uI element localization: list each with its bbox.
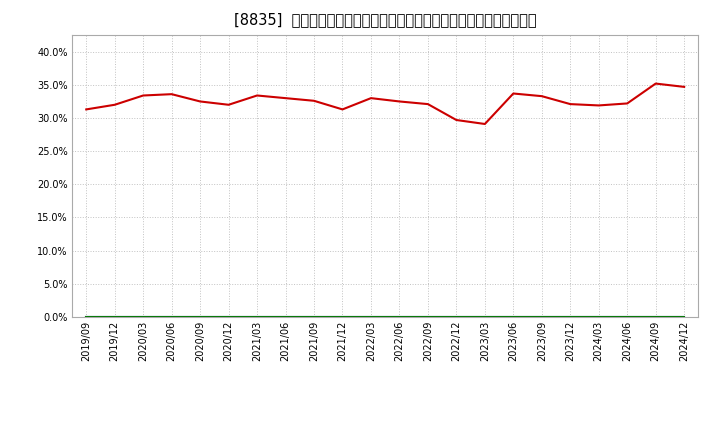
のれん bbox=[196, 314, 204, 319]
自己資本 bbox=[452, 117, 461, 123]
繰延税金資産 bbox=[310, 314, 318, 319]
のれん bbox=[623, 314, 631, 319]
自己資本 bbox=[253, 93, 261, 98]
繰延税金資産 bbox=[623, 314, 631, 319]
自己資本 bbox=[423, 102, 432, 107]
繰延税金資産 bbox=[680, 314, 688, 319]
のれん bbox=[595, 314, 603, 319]
繰延税金資産 bbox=[338, 314, 347, 319]
自己資本 bbox=[680, 84, 688, 89]
繰延税金資産 bbox=[282, 314, 290, 319]
繰延税金資産 bbox=[423, 314, 432, 319]
自己資本 bbox=[623, 101, 631, 106]
自己資本 bbox=[509, 91, 518, 96]
のれん bbox=[253, 314, 261, 319]
繰延税金資産 bbox=[225, 314, 233, 319]
自己資本 bbox=[338, 107, 347, 112]
のれん bbox=[338, 314, 347, 319]
自己資本 bbox=[196, 99, 204, 104]
自己資本 bbox=[652, 81, 660, 86]
のれん bbox=[509, 314, 518, 319]
のれん bbox=[423, 314, 432, 319]
自己資本 bbox=[395, 99, 404, 104]
繰延税金資産 bbox=[253, 314, 261, 319]
繰延税金資産 bbox=[167, 314, 176, 319]
Title: [8835]  自己資本、のれん、繰延税金資産の総資産に対する比率の推移: [8835] 自己資本、のれん、繰延税金資産の総資産に対する比率の推移 bbox=[234, 12, 536, 27]
繰延税金資産 bbox=[196, 314, 204, 319]
繰延税金資産 bbox=[537, 314, 546, 319]
のれん bbox=[310, 314, 318, 319]
のれん bbox=[366, 314, 375, 319]
自己資本 bbox=[595, 103, 603, 108]
繰延税金資産 bbox=[566, 314, 575, 319]
のれん bbox=[110, 314, 119, 319]
繰延税金資産 bbox=[110, 314, 119, 319]
のれん bbox=[537, 314, 546, 319]
自己資本 bbox=[225, 102, 233, 107]
自己資本 bbox=[310, 98, 318, 103]
のれん bbox=[139, 314, 148, 319]
のれん bbox=[282, 314, 290, 319]
繰延税金資産 bbox=[82, 314, 91, 319]
自己資本 bbox=[167, 92, 176, 97]
のれん bbox=[82, 314, 91, 319]
のれん bbox=[480, 314, 489, 319]
自己資本 bbox=[537, 94, 546, 99]
のれん bbox=[452, 314, 461, 319]
繰延税金資産 bbox=[480, 314, 489, 319]
繰延税金資産 bbox=[652, 314, 660, 319]
のれん bbox=[566, 314, 575, 319]
自己資本 bbox=[282, 95, 290, 101]
のれん bbox=[395, 314, 404, 319]
自己資本 bbox=[366, 95, 375, 101]
繰延税金資産 bbox=[452, 314, 461, 319]
のれん bbox=[225, 314, 233, 319]
自己資本 bbox=[566, 102, 575, 107]
自己資本 bbox=[139, 93, 148, 98]
Line: 自己資本: 自己資本 bbox=[86, 84, 684, 124]
繰延税金資産 bbox=[509, 314, 518, 319]
繰延税金資産 bbox=[139, 314, 148, 319]
繰延税金資産 bbox=[366, 314, 375, 319]
自己資本 bbox=[480, 121, 489, 127]
のれん bbox=[680, 314, 688, 319]
のれん bbox=[652, 314, 660, 319]
繰延税金資産 bbox=[595, 314, 603, 319]
自己資本 bbox=[110, 102, 119, 107]
のれん bbox=[167, 314, 176, 319]
自己資本 bbox=[82, 107, 91, 112]
繰延税金資産 bbox=[395, 314, 404, 319]
